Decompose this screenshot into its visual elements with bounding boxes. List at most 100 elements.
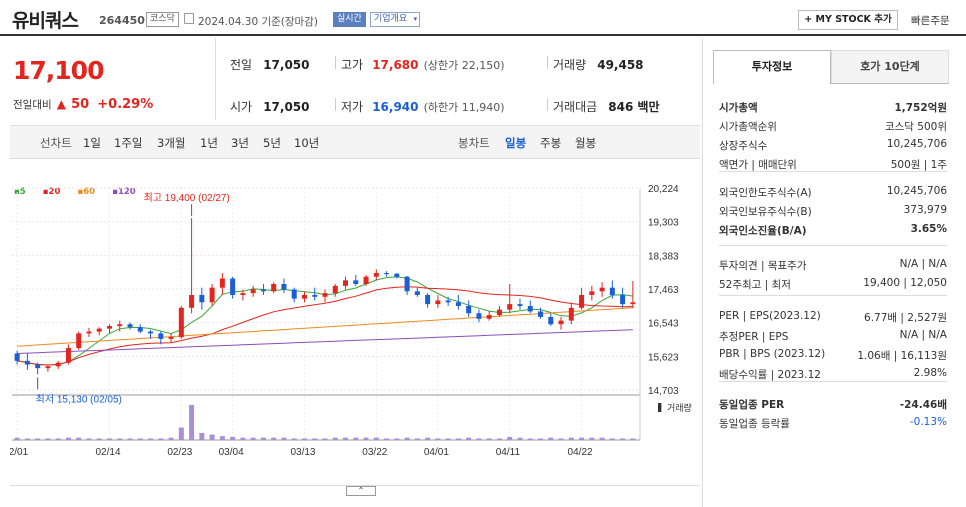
candle-body xyxy=(55,362,61,367)
open-value: 17,050 xyxy=(263,100,310,114)
candle-body xyxy=(425,294,431,305)
candle-body xyxy=(476,313,482,319)
prev-label: 전일 xyxy=(230,58,253,72)
volume-bar xyxy=(343,437,349,440)
volume-bar xyxy=(466,437,472,440)
calendar-icon xyxy=(184,13,194,24)
price-chart[interactable]: 14,703 15,623 16,543 17,463 18,383 19,303 20,2… xyxy=(10,183,700,473)
info-value: 코스닥 500위 xyxy=(884,121,947,133)
divider xyxy=(719,245,947,246)
ma-line-120 xyxy=(17,329,633,354)
candle-body xyxy=(507,304,513,310)
volume-bar xyxy=(548,437,554,440)
volume-bar xyxy=(14,437,20,440)
company-name: 유비쿼스 xyxy=(12,10,79,32)
candle-body xyxy=(466,305,472,314)
change-amount: 50 xyxy=(71,97,90,112)
quick-order-link[interactable]: 빠른주문 xyxy=(911,15,950,27)
period-10y[interactable]: 10년 xyxy=(294,136,320,150)
volume-bar xyxy=(609,438,615,440)
summary-high: 고가 17,680 (상한가 22,150) xyxy=(341,54,505,73)
info-row: 동일업종 PER -24.46배 xyxy=(719,397,947,412)
period-1d[interactable]: 1일 xyxy=(83,136,101,150)
realtime-button[interactable]: 실시간 xyxy=(333,12,366,27)
candle-body xyxy=(158,333,164,339)
y-tick-label: 15,623 xyxy=(648,352,679,363)
x-tick-label: 04/11 xyxy=(496,447,521,458)
info-label: 시가총액 xyxy=(719,102,758,114)
volume-bar xyxy=(271,437,277,440)
amount-label: 거래대금 xyxy=(553,100,598,114)
candle-body xyxy=(548,316,554,325)
summary-volume: 거래량 49,458 xyxy=(553,54,644,73)
candle-body xyxy=(486,315,492,319)
candle-body xyxy=(517,304,523,306)
candle-monthly[interactable]: 월봉 xyxy=(575,136,597,150)
candle-chart-label: 봉차트 xyxy=(458,136,490,150)
quote-date: 2024.04.30 기준(장마감) xyxy=(198,16,318,28)
candle-body xyxy=(435,300,441,305)
volume-bar xyxy=(168,437,174,440)
candle-body xyxy=(363,276,369,285)
volume-bar xyxy=(620,438,626,440)
candle-weekly[interactable]: 주봉 xyxy=(540,136,562,150)
candle-body xyxy=(599,287,605,292)
change-label: 전일대비 xyxy=(13,99,52,111)
volume-bar xyxy=(599,437,605,440)
period-5y[interactable]: 5년 xyxy=(263,136,281,150)
info-row: 상장주식수 10,245,706 xyxy=(719,138,947,153)
period-1y[interactable]: 1년 xyxy=(200,136,218,150)
y-tick-label: 14,703 xyxy=(648,386,679,397)
prev-value: 17,050 xyxy=(263,58,310,72)
info-row: 추정PER | EPS N/A | N/A xyxy=(719,329,947,344)
period-3m[interactable]: 3개월 xyxy=(157,136,186,150)
info-row: 배당수익률 | 2023.12 2.98% xyxy=(719,367,947,382)
volume-bar xyxy=(86,438,92,440)
volume-bar xyxy=(363,437,369,440)
info-label: 시가총액순위 xyxy=(719,121,777,133)
ma-line-20 xyxy=(17,286,633,366)
up-arrow-icon: ▲ xyxy=(56,97,66,111)
candle-body xyxy=(538,311,544,317)
volume-bar xyxy=(538,438,544,440)
company-info-dropdown[interactable]: 기업개요 ▾ xyxy=(370,12,421,27)
y-tick-label: 18,383 xyxy=(648,251,679,262)
my-stock-add-button[interactable]: + MY STOCK 추가 xyxy=(798,10,898,30)
chart-expand-button[interactable]: ⌃ xyxy=(346,486,376,496)
volume-bar xyxy=(209,434,215,440)
candle-body xyxy=(148,331,154,334)
candle-body xyxy=(589,291,595,295)
low-value: 16,940 xyxy=(372,100,419,114)
volume-bar xyxy=(24,438,30,440)
volume-bar xyxy=(137,438,143,440)
volume-bar xyxy=(435,438,441,440)
info-value: 6.77배 | 2,527원 xyxy=(864,312,947,324)
volume-bar xyxy=(322,438,328,440)
volume-value: 49,458 xyxy=(597,58,644,72)
tab-order-book[interactable]: 호가 10단계 xyxy=(831,50,949,84)
volume-bar xyxy=(250,437,256,440)
volume-bar xyxy=(507,436,513,440)
volume-bar xyxy=(445,438,451,440)
info-label: 동일업종 PER xyxy=(719,399,785,411)
tab-investment-info[interactable]: 투자정보 xyxy=(713,50,831,84)
info-row: 투자의견 | 목표주가 N/A | N/A xyxy=(719,258,947,273)
market-tag: 코스닥 xyxy=(146,12,179,27)
candle-body xyxy=(394,273,400,277)
period-1w[interactable]: 1주일 xyxy=(114,136,143,150)
volume-bar xyxy=(630,438,636,440)
candle-body xyxy=(168,337,174,339)
period-bar: 선차트 1일 1주일 3개월 1년 3년 5년 10년 봉차트 일봉 주봉 월봉 xyxy=(10,125,700,159)
divider xyxy=(335,56,336,69)
period-3y[interactable]: 3년 xyxy=(231,136,249,150)
volume-bar xyxy=(312,438,318,440)
candle-body xyxy=(14,353,20,361)
candle-daily[interactable]: 일봉 xyxy=(505,136,527,150)
info-label: 상장주식수 xyxy=(719,140,768,152)
volume-bar xyxy=(260,437,266,440)
volume-bar xyxy=(486,438,492,440)
volume-bar xyxy=(332,437,338,440)
volume-bar xyxy=(496,438,502,440)
info-label: 액면가 | 매매단위 xyxy=(719,159,797,171)
candle-body xyxy=(414,291,420,295)
